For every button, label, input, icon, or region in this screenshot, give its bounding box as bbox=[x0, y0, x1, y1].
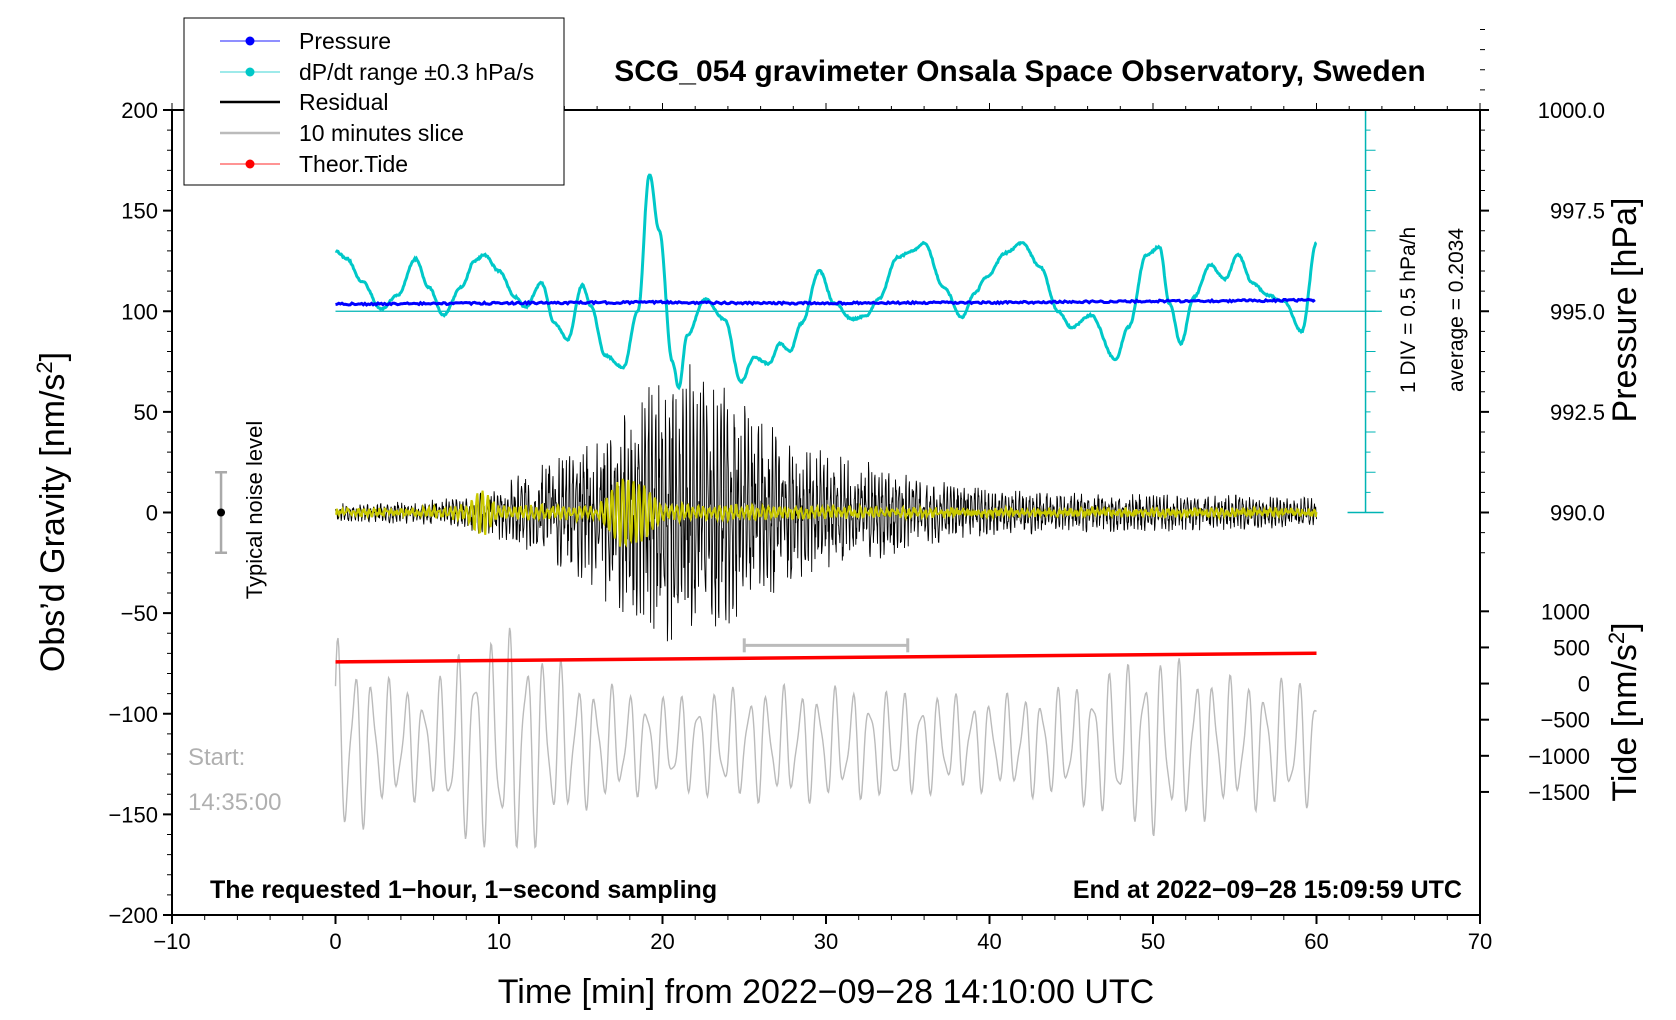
legend-label-pressure: Pressure bbox=[299, 28, 391, 54]
start-label: Start: bbox=[188, 744, 245, 771]
tide-tick-label: 500 bbox=[1553, 635, 1590, 660]
tide-tick-label: −1500 bbox=[1528, 780, 1590, 805]
legend-label-tide: Theor.Tide bbox=[299, 151, 408, 177]
legend-label-slice: 10 minutes slice bbox=[299, 120, 464, 146]
series-pressure bbox=[335, 297, 1316, 307]
start-time: 14:35:00 bbox=[188, 789, 281, 816]
y-tick-label: 200 bbox=[121, 98, 158, 123]
y-tick-label: 50 bbox=[134, 400, 158, 425]
series-theor-tide bbox=[335, 651, 1317, 664]
legend-marker-tide bbox=[245, 159, 255, 169]
chart-title: SCG_054 gravimeter Onsala Space Observat… bbox=[614, 55, 1426, 88]
legend-item-residual: Residual bbox=[220, 89, 389, 115]
x-tick-label: 10 bbox=[487, 929, 511, 954]
y-tick-label: −200 bbox=[108, 903, 158, 928]
x-tick-label: 30 bbox=[814, 929, 838, 954]
x-tick-label: 60 bbox=[1304, 929, 1328, 954]
y-axis-label-gravity: Obs’d Gravity [nm/s2] bbox=[32, 352, 72, 672]
y-tick-label: −150 bbox=[108, 802, 158, 827]
x-tick-label: 20 bbox=[650, 929, 674, 954]
sampling-note: The requested 1−hour, 1−second sampling bbox=[210, 876, 717, 904]
legend-marker-dpdt bbox=[245, 67, 255, 77]
series-residual-smoothed bbox=[335, 478, 1318, 548]
x-tick-label: 70 bbox=[1468, 929, 1492, 954]
legend-label-residual: Residual bbox=[299, 89, 389, 115]
div-label: 1 DIV = 0.5 hPa/h bbox=[1397, 227, 1420, 393]
under-layer bbox=[335, 109, 1384, 514]
legend-label-dpdt: dP/dt range ±0.3 hPa/s bbox=[299, 59, 534, 85]
pressure-tick-label: 997.5 bbox=[1550, 199, 1605, 224]
y-tick-label: 150 bbox=[121, 199, 158, 224]
x-tick-label: 0 bbox=[329, 929, 341, 954]
pressure-tick-label: 1000.0 bbox=[1538, 98, 1605, 123]
x-tick-label: 40 bbox=[977, 929, 1001, 954]
series-10-minutes-slice bbox=[334, 627, 1317, 850]
legend-marker-pressure bbox=[245, 36, 255, 46]
tide-tick-label: 0 bbox=[1578, 672, 1590, 697]
y-tick-label: −100 bbox=[108, 702, 158, 727]
series bbox=[334, 173, 1318, 850]
pressure-tick-label: 990.0 bbox=[1550, 501, 1605, 526]
annotations bbox=[215, 471, 910, 653]
legend-item-dpdt: dP/dt range ±0.3 hPa/s bbox=[220, 59, 534, 85]
pressure-tick-label: 995.0 bbox=[1550, 299, 1605, 324]
y-axis-label-tide: Tide [nm/s2] bbox=[1604, 622, 1644, 801]
series-dpdt bbox=[334, 173, 1318, 391]
end-time-note: End at 2022−09−28 15:09:59 UTC bbox=[1073, 876, 1462, 904]
noise-bar-dot bbox=[217, 508, 226, 517]
x-axis-label: Time [min] from 2022−09−28 14:10:00 UTC bbox=[498, 973, 1154, 1011]
x-tick-label: 50 bbox=[1141, 929, 1165, 954]
noise-level-label: Typical noise level bbox=[242, 421, 267, 600]
average-label: average = 0.2034 bbox=[1445, 228, 1468, 392]
legend-item-slice: 10 minutes slice bbox=[220, 120, 464, 146]
y-tick-label: −50 bbox=[121, 601, 158, 626]
series-residual bbox=[335, 364, 1317, 642]
tide-tick-label: 1000 bbox=[1541, 599, 1590, 624]
legend-item-pressure: Pressure bbox=[220, 28, 391, 54]
y-tick-label: 0 bbox=[146, 501, 158, 526]
tide-tick-label: −500 bbox=[1540, 708, 1590, 733]
tide-tick-label: −1000 bbox=[1528, 744, 1590, 769]
pressure-tick-label: 992.5 bbox=[1550, 400, 1605, 425]
y-axis-label-pressure: Pressure [hPa] bbox=[1606, 198, 1644, 423]
x-tick-label: −10 bbox=[153, 929, 190, 954]
y-tick-label: 100 bbox=[121, 299, 158, 324]
legend: Pressure dP/dt range ±0.3 hPa/s Residual… bbox=[183, 17, 565, 186]
legend-item-tide: Theor.Tide bbox=[220, 151, 408, 177]
